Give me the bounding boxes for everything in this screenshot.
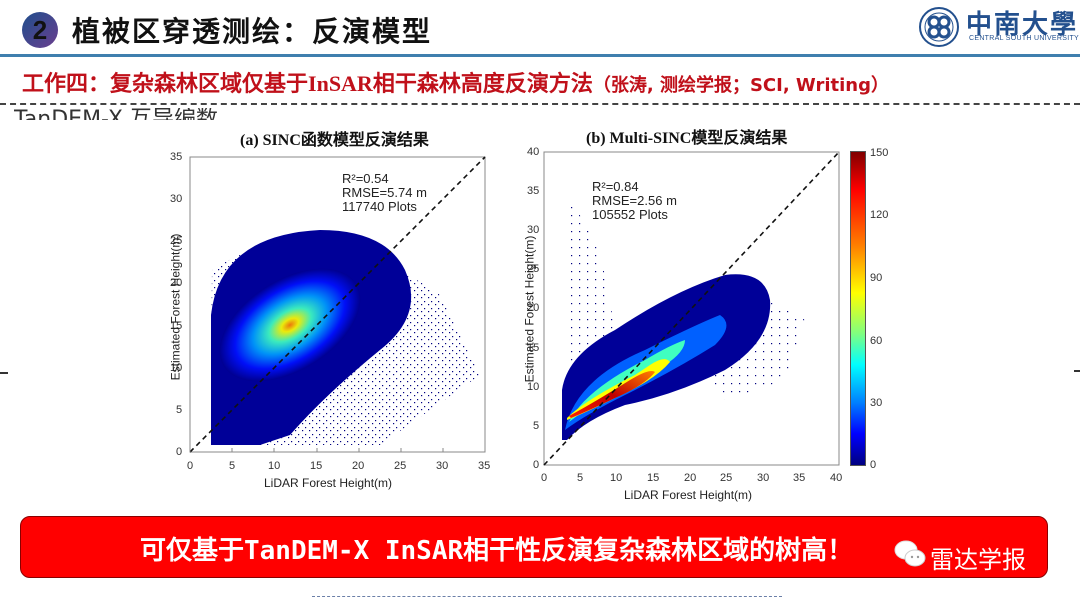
- tick: 25: [720, 472, 733, 484]
- tick: 10: [527, 381, 540, 393]
- logo-name-en: CENTRAL SOUTH UNIVERSITY: [969, 35, 1080, 42]
- density-colorbar: [850, 151, 866, 466]
- header-divider: [0, 54, 1080, 57]
- chart-b-rmse: RMSE=2.56 m: [592, 193, 677, 208]
- chart-b-plot: [543, 151, 840, 466]
- page-title: 植被区穿透测绘：反演模型: [72, 15, 433, 48]
- chart-a-r2: R²=0.54: [342, 171, 389, 186]
- subtitle: 工作四：复杂森林区域仅基于InSAR相干森林高度反演方法（张涛, 测绘学报；SC…: [22, 66, 889, 98]
- tick: 0: [187, 460, 194, 472]
- tick: 40: [830, 472, 843, 484]
- tick: 25: [394, 460, 407, 472]
- chart-a-title: (a) SINC函数模型反演结果: [240, 132, 429, 149]
- chart-b-plots: 105552 Plots: [592, 207, 668, 222]
- tick: 30: [757, 472, 770, 484]
- subtitle-prefix: 工作四：复杂森林区域仅基于: [22, 72, 309, 97]
- tick: 120: [870, 209, 889, 221]
- tick: 25: [527, 263, 540, 275]
- tick: 5: [176, 404, 183, 416]
- subtitle-suffix: 相干森林高度反演方法: [372, 72, 593, 97]
- section-number-badge: 2: [22, 12, 58, 48]
- tick: 40: [527, 146, 540, 158]
- tick: 25: [170, 235, 183, 247]
- university-seal-icon: [919, 7, 959, 47]
- right-edge-mark: [1074, 370, 1080, 372]
- tick: 15: [310, 460, 323, 472]
- subtitle-insar: InSAR: [308, 71, 373, 96]
- tick: 10: [268, 460, 281, 472]
- chart-a-plots: 117740 Plots: [342, 199, 417, 214]
- section-number: 2: [32, 14, 48, 45]
- tick: 0: [533, 459, 540, 471]
- tick: 0: [176, 446, 183, 458]
- conclusion-banner: [20, 516, 1048, 578]
- chart-b-title: (b) Multi-SINC模型反演结果: [586, 130, 788, 147]
- chart-b-r2: R²=0.84: [592, 179, 639, 194]
- subtitle-note: （张涛, 测绘学报；SCI, Writing）: [592, 75, 889, 96]
- tick: 60: [870, 335, 883, 347]
- tick: 0: [541, 472, 548, 484]
- tick: 90: [870, 272, 883, 284]
- tick: 30: [870, 397, 883, 409]
- tick: 30: [170, 193, 183, 205]
- tick: 35: [793, 472, 806, 484]
- tick: 30: [527, 224, 540, 236]
- chart-a-stats: R²=0.54 RMSE=5.74 m 117740 Plots: [342, 172, 427, 214]
- tick: 5: [577, 472, 584, 484]
- chart-b-density-cloud: [562, 274, 771, 440]
- chart-a-one-to-one-line: [189, 156, 486, 453]
- chart-b-ylabel: Estimated Forest Height(m): [522, 235, 537, 383]
- tick: 10: [170, 362, 183, 374]
- chart-a-ylabel: Estimated Forest Height(m): [168, 233, 183, 381]
- conclusion-text: 可仅基于TanDEM-X InSAR相干性反演复杂森林区域的树高！: [140, 536, 854, 566]
- tick: 35: [478, 460, 491, 472]
- tick: 35: [527, 185, 540, 197]
- chart-a-density-cloud: [211, 230, 412, 445]
- chart-b-stats: R²=0.84 RMSE=2.56 m 105552 Plots: [592, 180, 677, 222]
- tick: 10: [610, 472, 623, 484]
- tick: 5: [229, 460, 236, 472]
- tick: 0: [870, 459, 877, 471]
- tick: 15: [170, 320, 183, 332]
- chart-a-plot: [189, 156, 486, 453]
- wechat-icon: [894, 540, 926, 567]
- tick: 20: [684, 472, 697, 484]
- tick: 35: [170, 151, 183, 163]
- chart-a-rmse: RMSE=5.74 m: [342, 185, 427, 200]
- watermark-text: 雷达学报: [930, 546, 1026, 574]
- tick: 20: [352, 460, 365, 472]
- dashed-divider: [0, 103, 1080, 105]
- footer-dotted-line: [312, 596, 782, 597]
- tick: 20: [170, 277, 183, 289]
- clipped-background-text: TanDEM-X 互导编数: [14, 108, 218, 120]
- left-edge-mark: [0, 372, 8, 374]
- tick: 15: [647, 472, 660, 484]
- tick: 15: [527, 342, 540, 354]
- tick: 20: [527, 302, 540, 314]
- tick: 5: [533, 420, 540, 432]
- logo-name-cn: 中南大學: [966, 10, 1079, 40]
- tick: 150: [870, 147, 889, 159]
- chart-a-xlabel: LiDAR Forest Height(m): [264, 476, 393, 490]
- chart-b-xlabel: LiDAR Forest Height(m): [624, 488, 753, 502]
- tick: 30: [436, 460, 449, 472]
